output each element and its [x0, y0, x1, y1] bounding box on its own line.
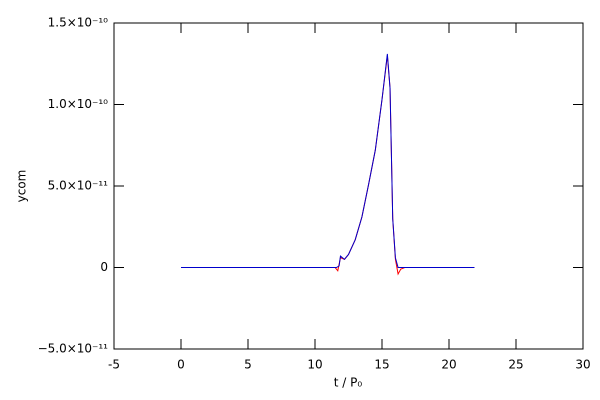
data-line	[181, 53, 475, 268]
y-tick-label: 0	[100, 260, 108, 274]
plot-frame	[113, 22, 584, 350]
y-tick-label: 1.5×10⁻¹⁰	[48, 16, 109, 30]
x-tick-label: 30	[575, 358, 590, 372]
y-axis-label: ycom	[15, 170, 29, 203]
x-tick-label: 20	[441, 358, 456, 372]
data-line	[181, 55, 475, 276]
x-axis-label: t / P₀	[334, 376, 363, 390]
x-tick-label: -5	[108, 358, 120, 372]
y-tick-label: −5.0×10⁻¹¹	[38, 342, 109, 356]
x-tick-label: 25	[508, 358, 523, 372]
x-tick-label: 0	[177, 358, 185, 372]
x-tick-label: 10	[307, 358, 322, 372]
y-tick-label: 5.0×10⁻¹¹	[48, 179, 109, 193]
x-tick-label: 5	[244, 358, 252, 372]
x-tick-label: 15	[374, 358, 389, 372]
y-tick-label: 1.0×10⁻¹⁰	[48, 97, 109, 111]
